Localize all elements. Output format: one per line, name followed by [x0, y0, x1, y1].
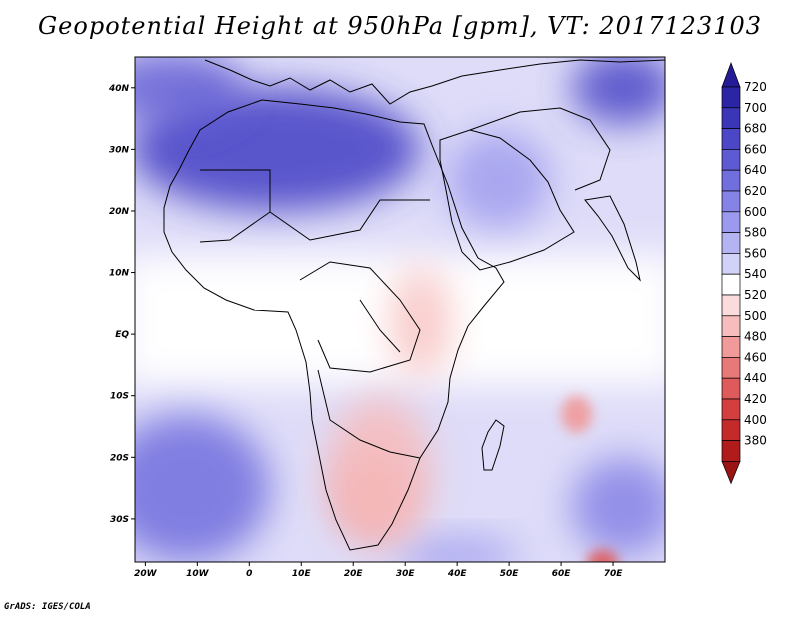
lat-label: 20S	[110, 453, 129, 463]
colorbar-label: 680	[744, 122, 767, 136]
colorbar-label: 560	[744, 246, 767, 260]
colorbar-swatch	[721, 377, 741, 400]
field-blob-central-asia-high	[571, 57, 665, 125]
colorbar-label: 580	[744, 226, 767, 240]
coastlines	[163, 59, 665, 551]
colorbar-label: 460	[744, 350, 767, 364]
field-blob-arabia-ridge	[446, 130, 551, 230]
lat-label: 40N	[108, 84, 130, 94]
colorbar-swatch	[721, 149, 741, 171]
colorbar-swatch	[721, 211, 741, 233]
colorbar-label: 420	[744, 392, 767, 406]
field-blob-far-south-low	[587, 549, 619, 562]
field-blob-southern-ocean-ridge	[394, 537, 520, 562]
lat-label: 30N	[109, 145, 130, 155]
lat-label: 20N	[109, 207, 130, 217]
page-title: Geopotential Height at 950hPa [gpm], VT:…	[38, 12, 762, 40]
colorbar-swatch	[721, 190, 741, 213]
europe-coast	[204, 59, 665, 105]
field-blob-indian-ocean-low	[561, 395, 593, 433]
india-coast	[584, 195, 641, 282]
colorbar-swatch	[721, 315, 741, 337]
colorbar-label: 520	[744, 288, 767, 302]
lon-label: 10E	[292, 569, 312, 579]
colorbar-label: 540	[744, 267, 767, 281]
colorbar-label: 480	[744, 330, 767, 344]
colorbar-swatch	[721, 169, 741, 192]
colorbar-swatch	[721, 294, 741, 317]
colorbar-label: 440	[744, 371, 767, 385]
colorbar-swatch	[721, 273, 741, 296]
lat-label: 10N	[109, 269, 130, 279]
colorbar-swatch	[721, 398, 741, 421]
colorbar-label: 380	[744, 434, 767, 448]
colorbar-swatch	[721, 440, 741, 462]
colorbar-label: 660	[744, 142, 767, 156]
lon-label: 20E	[344, 569, 364, 579]
colorbar-swatch	[721, 357, 741, 379]
lon-label: 0	[246, 569, 252, 579]
colorbar-swatch	[721, 336, 741, 358]
colorbar-label: 720	[744, 80, 767, 94]
lon-label: 30E	[396, 569, 416, 579]
colorbar-label: 500	[744, 309, 767, 323]
field-blob-north-atlantic-high	[135, 57, 245, 125]
colorbar-top-arrow	[721, 62, 741, 88]
colorbar-label: 700	[744, 101, 767, 115]
colorbar: 720 700 680 660 640 620 600 580 560 540 520 500 480 4…	[721, 62, 767, 485]
lon-label: 70E	[604, 569, 624, 579]
iran-border	[469, 107, 611, 191]
lat-label: 30S	[110, 515, 129, 525]
grads-credit: GrADS: IGES/COLA	[4, 602, 91, 612]
colorbar-swatch	[721, 253, 741, 275]
plot-frame	[134, 56, 666, 563]
field-blob-south-atlantic-high	[135, 414, 271, 562]
colorbar-swatch	[721, 419, 741, 441]
field-blob-southern-africa-low	[327, 395, 432, 544]
lon-label: 60E	[552, 569, 572, 579]
colorbar-label: 400	[744, 413, 767, 427]
lon-label: 20W	[134, 569, 158, 579]
africa-borders	[199, 169, 430, 459]
lon-label: 40E	[447, 569, 468, 579]
colorbar-label: 600	[744, 205, 767, 219]
lat-label: 10S	[110, 392, 129, 402]
field-blob-south-indian-high	[571, 457, 665, 556]
colorbar-swatch	[721, 232, 741, 254]
colorbar-label: 640	[744, 163, 767, 177]
lon-label: 50E	[500, 569, 520, 579]
longitude-axis: 20W 10W 0 10E 20E 30E 40E 50E 60E 70E	[134, 562, 623, 579]
lon-label: 10W	[186, 569, 210, 579]
colorbar-swatch	[721, 128, 741, 150]
colorbar-label: 620	[744, 184, 767, 198]
latitude-axis: 40N 30N 20N 10N EQ 10S 20S 30S	[108, 84, 135, 525]
colorbar-bottom-arrow	[721, 461, 741, 485]
arabia-coast	[439, 129, 575, 271]
africa-coast	[163, 99, 505, 551]
lat-label: EQ	[115, 330, 129, 340]
plot-area	[135, 57, 665, 562]
madagascar-coast	[481, 419, 505, 471]
colorbar-swatch	[721, 107, 741, 129]
field-blob-east-africa-low	[389, 266, 452, 378]
field-blobs	[135, 57, 665, 562]
colorbar-swatch	[721, 86, 741, 109]
